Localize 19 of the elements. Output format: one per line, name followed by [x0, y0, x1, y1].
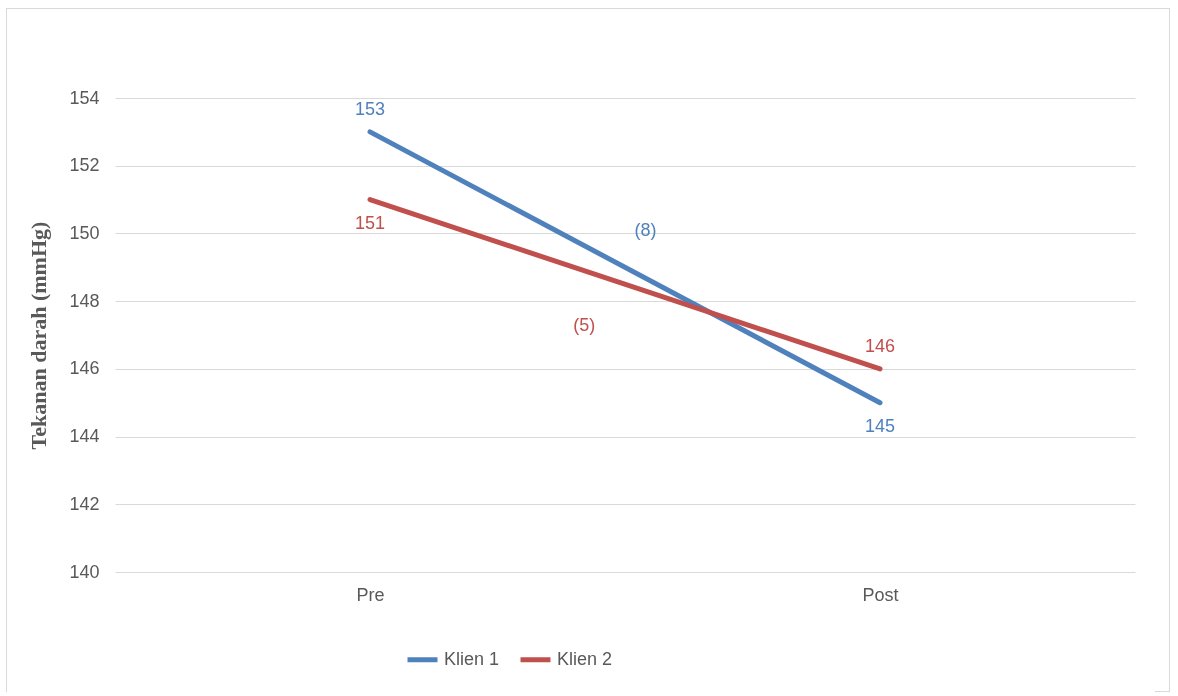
y-tick-label: 144: [69, 426, 100, 447]
annotation: (8): [634, 219, 657, 240]
y-tick-label: 148: [69, 290, 100, 311]
x-tick-label: Pre: [356, 584, 385, 605]
legend-label: Klien 1: [444, 648, 500, 669]
y-tick-label: 142: [69, 493, 100, 514]
y-axis-title: Tekanan darah (mmHg): [26, 221, 52, 450]
x-tick-label: Post: [862, 584, 899, 605]
y-tick-label: 154: [69, 87, 100, 108]
annotation: (5): [573, 314, 596, 335]
data-label: 151: [354, 212, 386, 233]
y-tick-label: 140: [69, 561, 100, 582]
y-tick-label: 152: [69, 155, 100, 176]
y-tick-label: 150: [69, 222, 100, 243]
legend-label: Klien 2: [557, 648, 613, 669]
data-label: 153: [354, 98, 386, 119]
y-tick-label: 146: [69, 358, 100, 379]
data-label: 146: [864, 335, 896, 356]
data-label: 145: [864, 415, 896, 436]
